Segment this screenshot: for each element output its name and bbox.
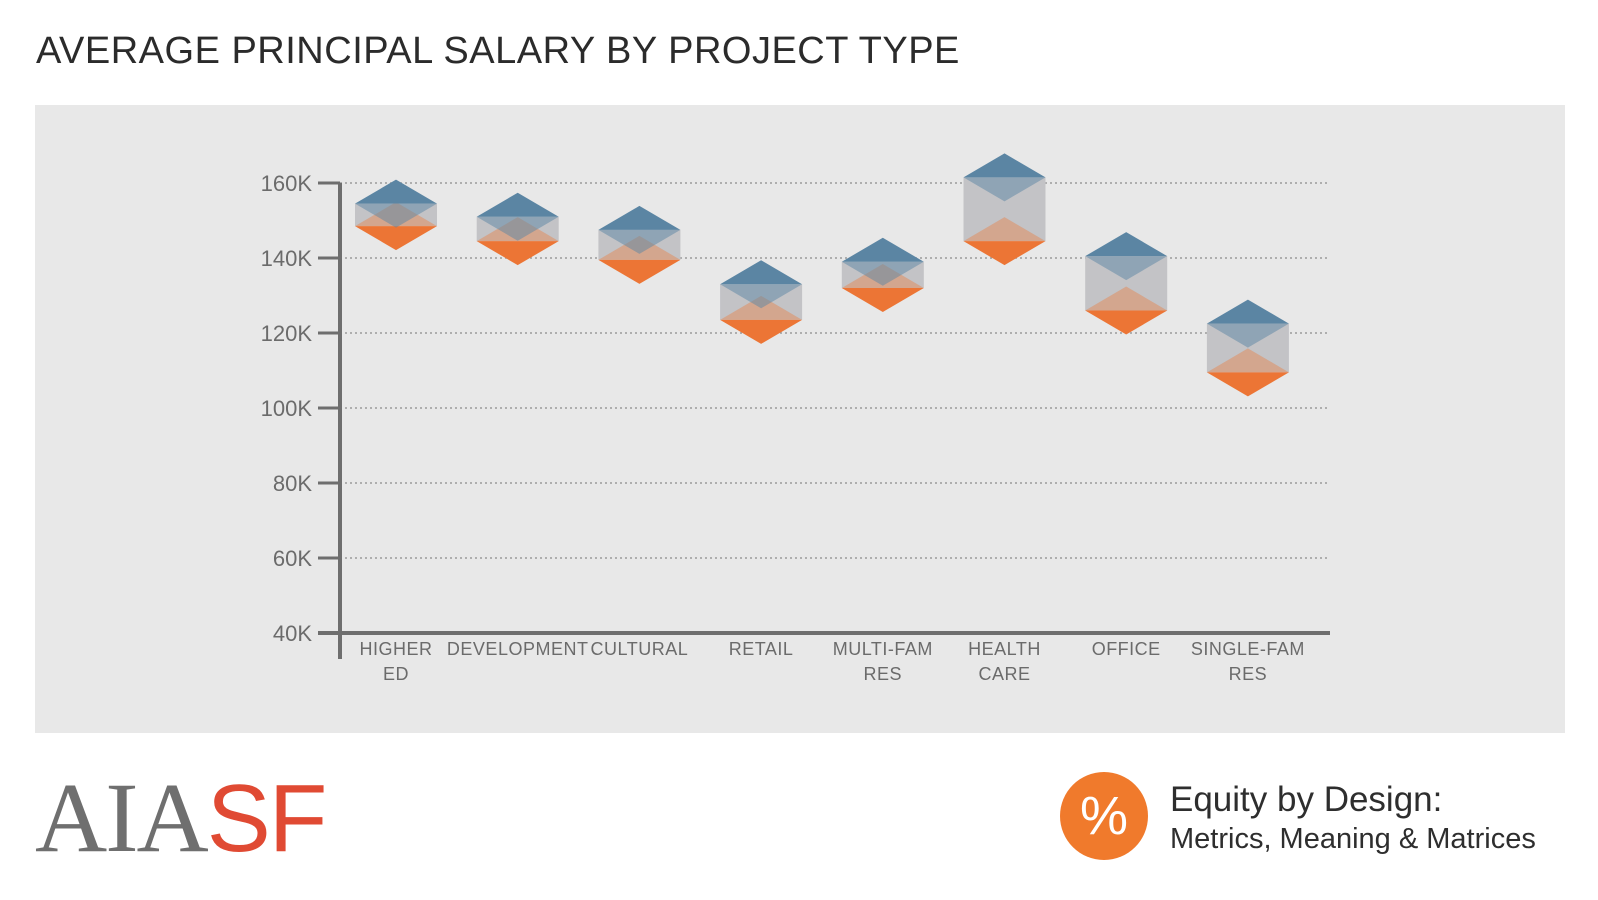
x-category-label: SINGLE-FAM: [1191, 639, 1305, 659]
x-category-label: CARE: [978, 664, 1030, 684]
chart-title: AVERAGE PRINCIPAL SALARY BY PROJECT TYPE: [36, 30, 960, 72]
lower-value-mark: [841, 288, 924, 312]
x-category-label: HEALTH: [968, 639, 1041, 659]
y-tick-label: 80K: [273, 471, 312, 496]
upper-value-mark-bottom: [598, 229, 681, 254]
range-glyph: [841, 237, 924, 312]
y-tick-label: 140K: [261, 246, 313, 271]
x-category-label: CULTURAL: [591, 639, 689, 659]
upper-value-mark: [841, 237, 924, 262]
x-category-label: ED: [383, 664, 409, 684]
x-category-label: MULTI-FAM: [833, 639, 933, 659]
upper-value-mark: [963, 153, 1046, 178]
upper-value-mark-bottom: [963, 177, 1046, 202]
lower-value-mark: [963, 241, 1046, 266]
lower-value-mark-top: [1085, 286, 1168, 311]
chart-svg: 160K 140K 120K 100K 80K 60K 40K HIGHER ED DEVELOP…: [261, 153, 1330, 684]
y-tick-label: 40K: [273, 621, 312, 646]
equity-by-design-logo: Equity by Design: Metrics, Meaning & Mat…: [1170, 780, 1536, 858]
range-glyph: [355, 179, 437, 251]
equity-by-design-subtitle: Metrics, Meaning & Matrices: [1170, 823, 1536, 855]
y-tick-label: 160K: [261, 171, 313, 196]
x-category-label: HIGHER: [359, 639, 432, 659]
range-glyph: [1085, 232, 1168, 335]
range-glyph: [963, 153, 1046, 266]
aiasf-logo-aia: AIA: [35, 762, 209, 873]
x-category-label: OFFICE: [1092, 639, 1161, 659]
lower-value-mark: [355, 226, 437, 251]
equity-by-design-title: Equity by Design:: [1170, 780, 1443, 819]
y-tick-label: 120K: [261, 321, 313, 346]
range-glyph: [720, 260, 803, 344]
upper-value-mark-bottom: [1206, 323, 1289, 348]
percent-badge-icon: %: [1060, 772, 1148, 860]
upper-value-mark-bottom: [841, 261, 924, 286]
lower-value-mark: [720, 319, 803, 344]
upper-value-mark-bottom: [720, 284, 803, 309]
upper-value-mark: [598, 205, 681, 230]
chart-panel: 160K 140K 120K 100K 80K 60K 40K HIGHER ED DEVELOP…: [35, 105, 1565, 733]
lower-value-mark-top: [963, 217, 1046, 242]
upper-value-mark-bottom: [1085, 256, 1168, 281]
upper-value-mark: [1206, 299, 1289, 324]
range-glyph: [476, 192, 559, 266]
aiasf-logo: AIASF: [35, 768, 327, 868]
aiasf-logo-sf: SF: [206, 765, 328, 872]
lower-value-mark-top: [1206, 348, 1289, 373]
lower-value-mark: [1085, 310, 1168, 335]
upper-value-mark: [720, 260, 803, 285]
upper-value-mark: [476, 192, 559, 217]
x-category-label: RETAIL: [729, 639, 794, 659]
x-category-label: DEVELOPMENT: [447, 639, 589, 659]
x-category-label: RES: [1229, 664, 1268, 684]
lower-value-mark: [476, 241, 559, 266]
x-category-label: RES: [864, 664, 903, 684]
y-tick-label: 60K: [273, 546, 312, 571]
range-glyph: [1206, 299, 1289, 397]
upper-value-mark-bottom: [476, 216, 559, 241]
upper-value-mark: [355, 179, 437, 204]
range-glyph: [598, 205, 681, 284]
lower-value-mark: [598, 259, 681, 284]
lower-value-mark: [1206, 372, 1289, 397]
upper-value-mark: [1085, 232, 1168, 257]
upper-value-mark-bottom: [355, 203, 437, 228]
y-tick-label: 100K: [261, 396, 313, 421]
